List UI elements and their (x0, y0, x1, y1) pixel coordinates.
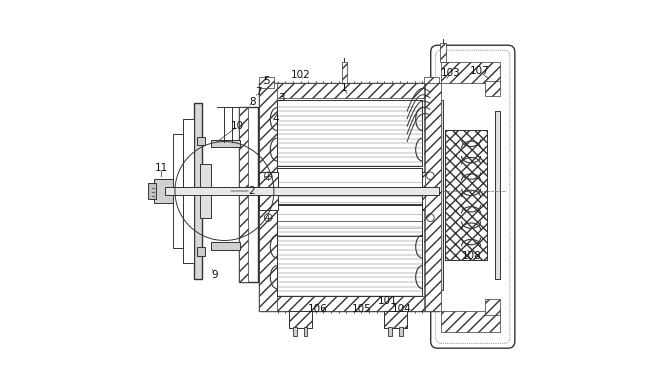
Bar (442, 62, 500, 83)
Bar (485, 81, 500, 96)
Bar (293, 327, 297, 336)
Bar (445, 130, 487, 259)
Bar (424, 83, 440, 311)
Bar (384, 311, 407, 328)
Bar (197, 247, 205, 256)
Bar (259, 83, 277, 311)
Bar (440, 42, 446, 62)
Text: 3: 3 (278, 93, 285, 103)
Bar (259, 83, 440, 311)
Text: 101: 101 (378, 296, 398, 306)
Text: 104: 104 (391, 304, 411, 314)
Text: 7: 7 (256, 87, 262, 97)
Bar (277, 100, 422, 166)
Bar (277, 206, 422, 236)
Bar (445, 130, 487, 259)
Bar (259, 172, 278, 210)
Bar (211, 243, 240, 250)
FancyBboxPatch shape (431, 45, 515, 348)
Bar (211, 139, 240, 147)
Text: 9: 9 (212, 270, 218, 280)
Bar (442, 311, 500, 332)
Text: 11: 11 (155, 163, 168, 173)
Bar (495, 111, 500, 278)
Bar (277, 168, 422, 204)
Bar (422, 172, 438, 210)
Bar (388, 327, 392, 336)
Text: 8: 8 (250, 97, 256, 107)
Bar (289, 311, 312, 328)
Text: 108: 108 (462, 251, 482, 261)
Bar (399, 327, 402, 336)
Text: 5: 5 (263, 76, 269, 86)
Text: 102: 102 (291, 70, 310, 80)
Bar (426, 83, 441, 311)
Text: 2: 2 (248, 186, 254, 196)
Text: 107: 107 (469, 66, 489, 76)
Text: 105: 105 (352, 304, 371, 314)
Bar (173, 134, 183, 248)
Text: 1: 1 (341, 83, 348, 93)
Bar (259, 83, 440, 98)
Bar (342, 62, 348, 83)
Bar (239, 107, 248, 282)
Text: 106: 106 (308, 304, 328, 314)
Bar (277, 222, 422, 296)
Bar (439, 100, 444, 290)
Text: 10: 10 (231, 121, 244, 131)
Text: 4: 4 (273, 114, 279, 124)
Bar (424, 77, 440, 88)
Bar (166, 187, 440, 195)
Bar (154, 179, 173, 203)
Bar (485, 299, 500, 315)
Bar (259, 172, 278, 210)
Bar (194, 104, 203, 278)
Bar (197, 137, 205, 145)
Bar (422, 172, 438, 210)
Text: 103: 103 (441, 68, 461, 78)
Bar (200, 164, 211, 218)
Bar (259, 296, 440, 311)
Bar (148, 183, 156, 199)
Bar (304, 327, 307, 336)
Bar (289, 311, 312, 328)
Bar (183, 119, 194, 263)
Bar (384, 311, 407, 328)
Bar (259, 77, 274, 88)
Bar (239, 107, 258, 282)
